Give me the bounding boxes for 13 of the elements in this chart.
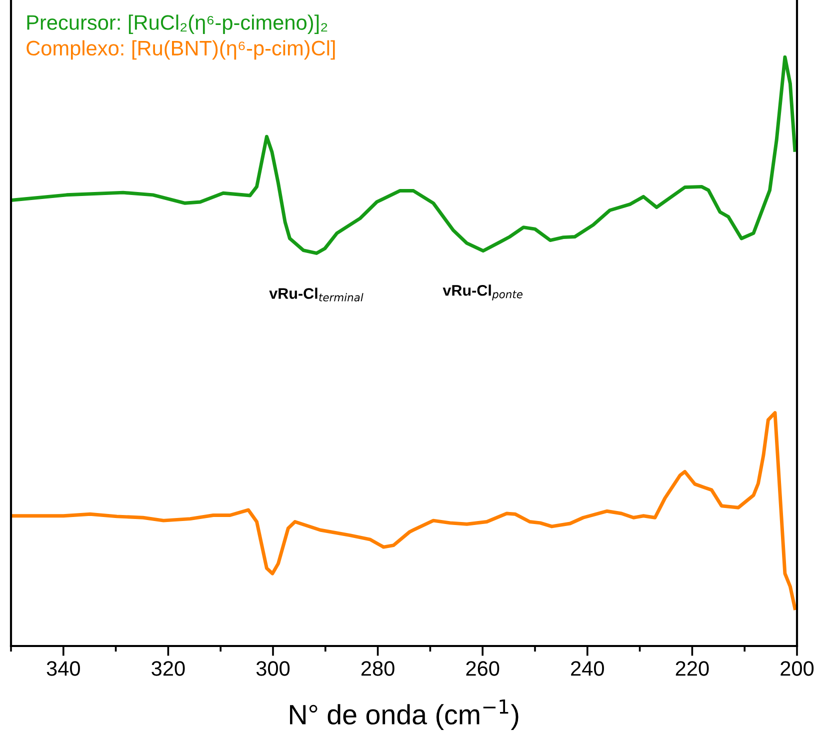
annotation: vRu-Cl$_{terminal}$ [269, 288, 364, 302]
x-tick-label: 320 [152, 661, 185, 676]
x-tick-label: 240 [571, 661, 604, 676]
x-tick-label: 280 [361, 661, 394, 676]
x-tick-label: 260 [466, 661, 500, 676]
x-tick-label: 200 [780, 661, 814, 676]
x-tick-label: 300 [256, 661, 290, 676]
text: Complexo: [Ru(BNT)(η⁶-p-cim)Cl] [26, 40, 335, 60]
x-tick-label: 340 [46, 661, 80, 676]
annotation: vRu-Cl$_{ponte}$ [442, 284, 522, 300]
x-tick-label: 220 [676, 661, 709, 676]
x-axis-title: N° de onda (cm$^{−1}$) [290, 699, 518, 730]
text: Precursor: [RuCl₂(η⁶-p-cimeno)]₂ [27, 14, 328, 34]
